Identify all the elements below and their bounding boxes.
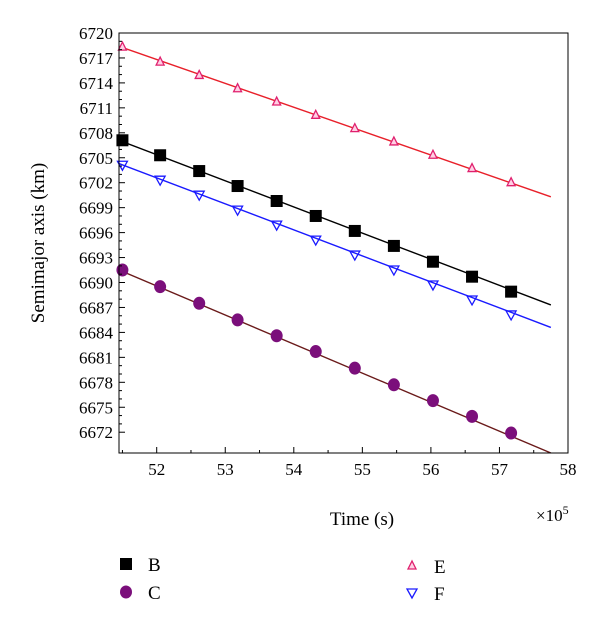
x-tick-label: 54 <box>285 460 303 479</box>
x-tick-label: 56 <box>422 460 439 479</box>
legend-label-C: C <box>148 583 161 604</box>
point-F <box>504 310 518 322</box>
fit-line-F <box>118 162 552 329</box>
y-tick-label: 6690 <box>79 274 113 293</box>
point-E <box>194 68 205 80</box>
point-E <box>271 95 282 106</box>
point-F <box>193 190 206 202</box>
y-axis-ticks: 6672 6675 6678 6681 6684 6687 6690 6693 6696 6699… <box>79 24 125 442</box>
y-tick-label: 6687 <box>79 298 114 317</box>
point-E <box>310 108 321 119</box>
point-C <box>466 409 479 423</box>
legend: BC EF <box>120 555 446 605</box>
y-tick-label: 6711 <box>80 99 113 118</box>
point-B <box>231 180 244 193</box>
point-B <box>270 195 283 207</box>
point-F <box>387 265 400 277</box>
point-B <box>387 239 400 252</box>
legend-label-E: E <box>434 557 446 578</box>
y-axis-title: Semimajor axis (km) <box>28 163 49 323</box>
point-E <box>388 135 399 146</box>
point-F <box>348 250 361 262</box>
fit-line-E <box>118 45 552 198</box>
point-B <box>348 224 361 237</box>
point-C <box>426 394 439 408</box>
fit-line-B <box>118 139 552 306</box>
point-C <box>348 361 361 375</box>
y-tick-label: 6681 <box>79 348 113 367</box>
point-E <box>349 122 360 133</box>
x-tick-label: 55 <box>354 460 371 479</box>
point-E <box>117 40 128 51</box>
y-tick-label: 6699 <box>79 199 113 218</box>
point-F <box>309 235 322 247</box>
y-tick-label: 6675 <box>79 398 113 417</box>
data-markers <box>116 40 518 440</box>
point-C <box>231 313 244 327</box>
x-tick-label: 58 <box>560 460 577 479</box>
point-F <box>426 280 440 292</box>
legend-marker-C <box>120 585 132 599</box>
point-B <box>505 285 518 298</box>
point-F <box>270 220 283 232</box>
point-E <box>232 82 243 93</box>
legend-marker-B <box>120 558 132 570</box>
point-C <box>154 280 167 294</box>
point-E <box>427 148 439 159</box>
point-C <box>116 263 129 277</box>
point-B <box>193 165 206 178</box>
y-tick-label: 6717 <box>79 49 114 68</box>
point-E <box>466 162 478 173</box>
point-C <box>309 345 322 359</box>
y-tick-label: 6714 <box>79 74 114 93</box>
point-B <box>466 270 479 283</box>
y-tick-label: 6678 <box>79 373 113 392</box>
legend-marker-E <box>406 559 418 570</box>
x-tick-label: 53 <box>217 460 234 479</box>
y-tick-label: 6684 <box>79 323 114 342</box>
fit-lines <box>118 45 552 454</box>
legend-marker-F <box>405 588 419 600</box>
point-E <box>155 55 166 66</box>
point-F <box>231 205 244 217</box>
y-tick-label: 6705 <box>79 149 113 168</box>
legend-label-F: F <box>434 584 445 605</box>
y-tick-label: 6693 <box>79 249 113 268</box>
y-tick-label: 6672 <box>79 423 113 442</box>
point-B <box>154 149 167 162</box>
y-tick-label: 6702 <box>79 174 113 193</box>
x-tick-label: 52 <box>148 460 165 479</box>
fit-line-C <box>118 269 552 454</box>
plot-frame <box>118 32 569 454</box>
point-B <box>426 255 439 268</box>
y-tick-label: 6720 <box>79 24 113 43</box>
x-tick-label: 57 <box>491 460 509 479</box>
point-B <box>309 209 322 222</box>
point-F <box>465 295 479 307</box>
point-E <box>506 176 517 187</box>
point-C <box>270 329 283 343</box>
y-tick-label: 6696 <box>79 224 113 243</box>
point-F <box>154 175 167 187</box>
point-C <box>505 426 518 440</box>
x-axis-ticks: 52 53 54 55 56 57 58 <box>121 447 577 479</box>
y-tick-label: 6708 <box>79 124 113 143</box>
x-axis-title: Time (s) <box>330 509 394 530</box>
point-B <box>116 134 129 147</box>
point-C <box>387 378 400 392</box>
legend-label-B: B <box>148 555 161 576</box>
x-axis-multiplier: ×105 <box>536 503 569 525</box>
point-C <box>193 296 206 310</box>
